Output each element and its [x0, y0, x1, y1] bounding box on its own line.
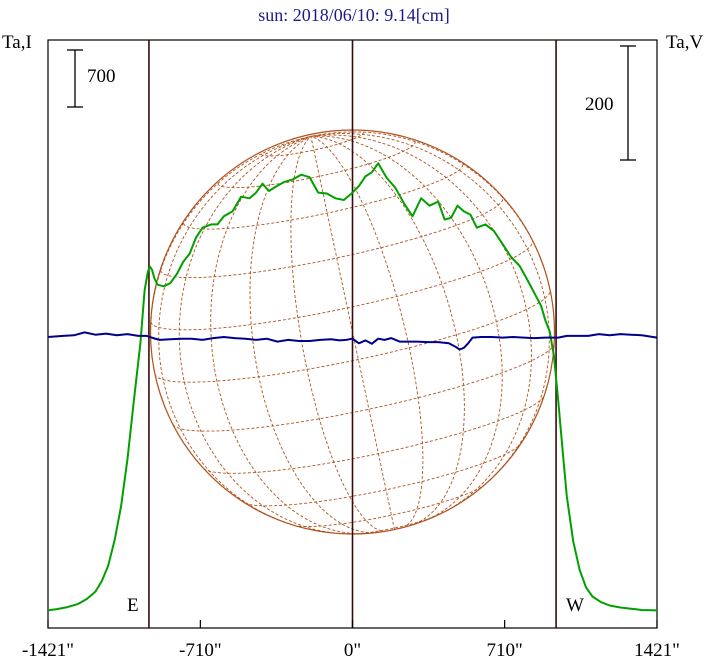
disk-parallel: [154, 290, 551, 383]
right-axis-label: Ta,V: [666, 32, 703, 53]
x-tick-label: 1421": [634, 640, 680, 661]
east-label: E: [127, 595, 139, 616]
disk-parallel: [203, 395, 545, 474]
disk-meridian: [210, 135, 366, 534]
x-tick-label: 710": [487, 640, 523, 661]
chart-title: sun: 2018/06/10: 9.14[cm]: [258, 5, 450, 25]
x-tick-label: -710": [179, 640, 222, 661]
disk-parallel: [182, 163, 464, 230]
intensity-series-line: [47, 162, 658, 612]
series-layer: [47, 162, 658, 612]
polarization-series-line: [47, 331, 658, 351]
disk-parallel: [172, 343, 555, 432]
disk-parallel: [244, 443, 521, 507]
x-tick-label: 0": [344, 640, 361, 661]
limb-lines: [148, 40, 557, 628]
disk-meridian: [310, 136, 395, 530]
disk-meridian: [158, 135, 312, 526]
left-scale-bar-label: 700: [87, 66, 116, 87]
disk-meridian: [178, 135, 341, 534]
disk-meridian: [310, 133, 550, 486]
disk-parallel: [217, 141, 416, 189]
west-label: W: [566, 595, 584, 616]
x-axis-ticks: -1421" -710" 0" 710" 1421": [22, 620, 680, 661]
disk-meridian: [249, 135, 374, 534]
disk-parallel: [160, 197, 504, 279]
disk-parallel: [293, 484, 485, 527]
disk-parallel: [350, 515, 437, 534]
left-scale-bar: [67, 49, 83, 108]
disk-meridian: [310, 135, 503, 522]
disk-meridian: [290, 135, 387, 532]
disk-parallel: [150, 240, 534, 331]
disk-meridian: [310, 135, 465, 525]
right-scale-bar: [620, 45, 636, 161]
right-scale-bar-label: 200: [585, 94, 614, 115]
disk-meridian: [310, 135, 424, 529]
x-tick-label: -1421": [22, 640, 74, 661]
left-axis-label: Ta,I: [2, 32, 32, 53]
